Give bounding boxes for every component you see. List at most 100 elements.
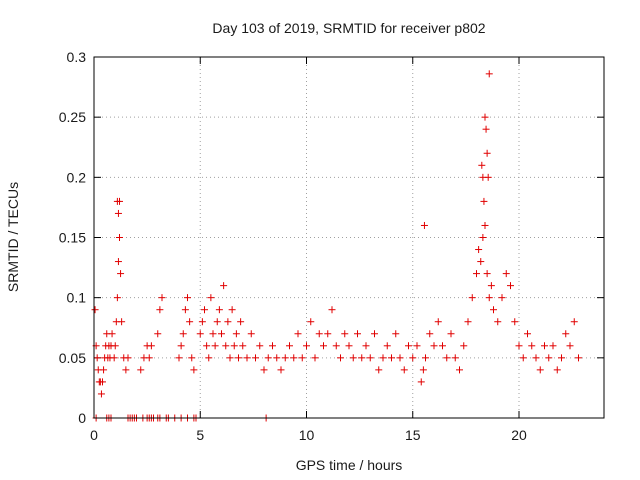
data-point [434,318,442,326]
data-point [511,318,519,326]
data-point [211,342,219,350]
data-point [532,354,540,362]
data-point [93,354,101,362]
data-point [383,342,391,350]
data-point [154,330,162,338]
data-point [341,330,349,338]
data-point [230,342,238,350]
y-tick-label: 0.05 [59,350,86,366]
data-point [480,197,488,205]
data-point [494,318,502,326]
data-point [215,306,223,314]
data-point [264,354,272,362]
data-point [519,354,527,362]
data-point [311,354,319,362]
data-point [337,354,344,362]
data-point [117,270,125,278]
data-point [562,330,570,338]
x-axis: 0 5 10 15 20 [90,57,527,443]
data-point [99,378,106,386]
data-point [481,221,489,229]
data-point [235,354,242,362]
data-point [181,306,189,314]
data-point [111,342,119,350]
data-point [417,378,425,386]
data-point [260,366,268,374]
data-point [315,330,323,338]
data-point [222,342,230,350]
data-point [575,354,582,362]
y-axis: 0 0.05 0.1 0.15 0.2 0.25 0.3 [59,49,604,426]
data-point [358,354,366,362]
data-point [553,366,561,374]
data-point [413,342,421,350]
data-point [487,282,495,290]
y-tick-label: 0 [78,410,86,426]
data-point [388,354,395,362]
data-point [375,366,383,374]
data-point [286,342,293,350]
data-point [409,354,417,362]
data-point [541,342,548,350]
grid-lines [94,57,604,418]
x-axis-label: GPS time / hours [296,457,403,473]
data-point [490,306,497,314]
data-point [114,209,122,217]
data-point [405,342,412,350]
data-point [188,354,196,362]
data-series-srmtid [91,70,582,422]
data-point [366,354,374,362]
data-point [203,342,211,350]
y-tick-label: 0.2 [67,169,87,185]
data-point [114,258,122,266]
data-point [479,234,487,241]
y-tick-label: 0.1 [67,290,87,306]
data-point [447,330,455,338]
data-point [177,342,185,350]
data-point [420,221,428,229]
data-point [332,342,340,350]
data-point [137,366,145,374]
data-point [113,294,121,302]
data-point [392,330,400,338]
data-point [108,330,116,338]
data-point [468,294,476,302]
data-point [116,234,123,241]
data-point [545,354,553,362]
data-point [478,161,486,169]
data-point [307,318,315,326]
data-point [124,354,132,362]
data-point [100,366,108,374]
data-point [473,270,480,278]
y-tick-label: 0.25 [59,109,86,125]
data-point [481,113,489,121]
x-tick-label: 0 [90,427,98,443]
data-point [207,294,215,302]
chart-title: Day 103 of 2019, SRMTID for receiver p80… [212,20,485,36]
data-point [118,318,126,326]
data-point [456,366,463,374]
data-point [218,330,225,338]
data-point [237,318,245,326]
data-point [198,318,206,326]
data-point [303,342,310,350]
data-point [224,318,232,326]
data-point [232,330,240,338]
data-point [484,173,492,181]
data-point [485,294,493,302]
data-point [122,366,130,374]
data-point [498,294,506,302]
data-point [239,342,247,350]
data-point [201,306,208,314]
data-point [290,354,298,362]
data-point [273,354,281,362]
data-point [220,282,228,290]
data-point [209,330,217,338]
x-tick-label: 20 [511,427,527,443]
data-point [515,342,523,350]
data-point [566,342,574,350]
x-tick-label: 15 [405,427,421,443]
data-point [345,342,353,350]
data-point [443,354,451,362]
